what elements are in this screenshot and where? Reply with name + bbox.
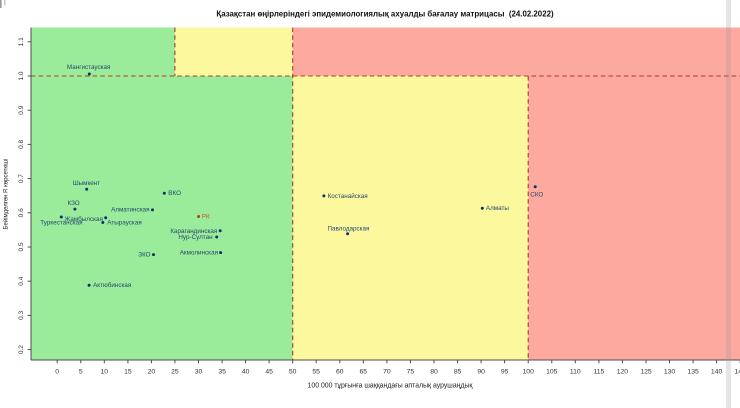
svg-text:50: 50: [289, 368, 297, 375]
svg-text:Шымкент: Шымкент: [73, 180, 100, 187]
svg-text:135: 135: [687, 368, 699, 375]
svg-text:Акмолинская: Акмолинская: [180, 250, 218, 257]
svg-text:Жамбылская: Жамбылская: [65, 215, 103, 223]
svg-text:Қазақстан өңірлеріндегі эпидем: Қазақстан өңірлеріндегі эпидемиологиялық…: [216, 9, 554, 18]
svg-text:85: 85: [454, 368, 462, 375]
svg-text:1.1: 1.1: [18, 37, 25, 46]
svg-text:0.7: 0.7: [18, 174, 25, 183]
svg-text:30: 30: [195, 368, 203, 375]
svg-text:Атырауская: Атырауская: [107, 220, 141, 227]
svg-text:Туркестанская: Туркестанская: [40, 220, 82, 227]
svg-text:КЗО: КЗО: [67, 200, 79, 207]
svg-text:120: 120: [617, 368, 629, 375]
svg-text:65: 65: [360, 368, 368, 375]
svg-text:140: 140: [711, 368, 723, 375]
svg-text:Алматинская: Алматинская: [111, 207, 149, 214]
svg-text:СКО: СКО: [530, 192, 543, 199]
svg-text:РК: РК: [202, 214, 210, 221]
svg-text:1.0: 1.0: [18, 71, 25, 80]
svg-text:105: 105: [546, 368, 558, 375]
svg-text:95: 95: [501, 368, 509, 375]
svg-text:Павлодарская: Павлодарская: [328, 226, 370, 233]
svg-text:20: 20: [148, 368, 156, 375]
svg-text:90: 90: [477, 368, 485, 375]
svg-text:Нур-Султан: Нур-Султан: [178, 234, 213, 241]
svg-text:25: 25: [171, 368, 179, 375]
svg-text:145: 145: [735, 368, 740, 375]
svg-text:80: 80: [430, 368, 438, 375]
svg-text:45: 45: [265, 368, 273, 375]
svg-text:10: 10: [101, 368, 109, 375]
svg-text:60: 60: [336, 368, 344, 375]
svg-text:100: 100: [523, 368, 535, 375]
svg-text:ЗКО: ЗКО: [138, 251, 150, 258]
svg-text:0.5: 0.5: [18, 242, 25, 251]
svg-text:0.4: 0.4: [18, 276, 25, 285]
svg-text:0.6: 0.6: [18, 208, 25, 217]
svg-text:Карагандинская: Карагандинская: [170, 228, 217, 235]
svg-text:Бейімделген R көрсеткіші: Бейімделген R көрсеткіші: [3, 159, 10, 230]
svg-text:125: 125: [640, 368, 652, 375]
svg-text:40: 40: [242, 368, 250, 375]
svg-text:0.9: 0.9: [18, 105, 25, 114]
svg-text:70: 70: [383, 368, 391, 375]
svg-text:35: 35: [218, 368, 226, 375]
svg-text:ВКО: ВКО: [168, 190, 181, 197]
svg-text:110: 110: [570, 368, 581, 375]
svg-text:0: 0: [55, 368, 59, 375]
svg-text:Костанайская: Костанайская: [328, 192, 368, 200]
svg-text:Актюбинская: Актюбинская: [93, 281, 131, 289]
svg-text:5: 5: [79, 368, 83, 375]
svg-text:55: 55: [312, 368, 320, 375]
svg-text:0.8: 0.8: [18, 140, 25, 149]
svg-text:15: 15: [124, 368, 132, 375]
svg-text:0.3: 0.3: [18, 311, 25, 320]
svg-text:Мангистауская: Мангистауская: [67, 64, 111, 71]
svg-text:130: 130: [664, 368, 676, 375]
svg-text:0.2: 0.2: [18, 345, 25, 354]
svg-text:115: 115: [593, 368, 604, 375]
svg-text:Алматы: Алматы: [486, 205, 509, 212]
svg-text:75: 75: [407, 368, 415, 375]
svg-text:100 000 тұрғынға шаққандағы ап: 100 000 тұрғынға шаққандағы апталық ауру…: [308, 383, 474, 390]
